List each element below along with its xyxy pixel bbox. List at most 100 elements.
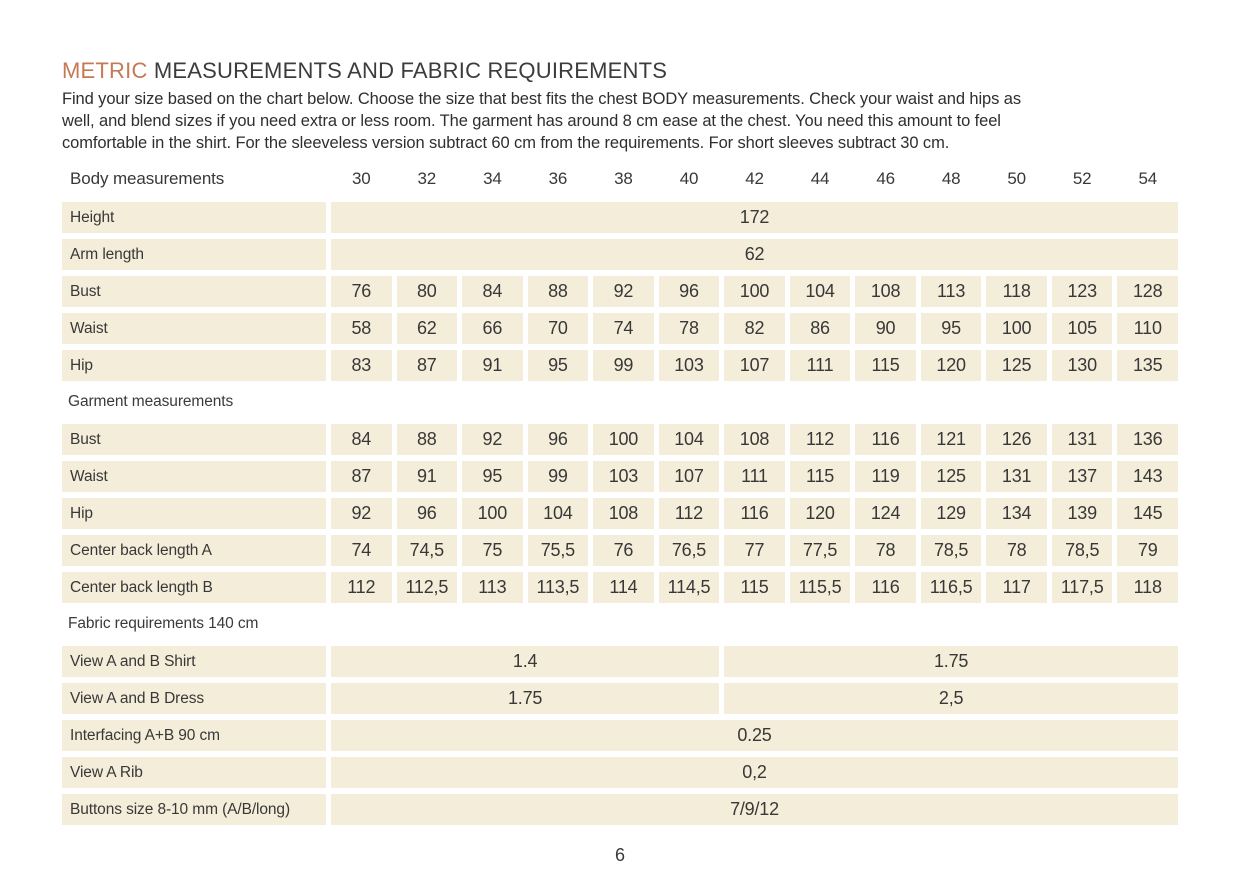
value-cell: 90	[855, 313, 916, 344]
value-cell: 100	[462, 498, 523, 529]
value-cell: 143	[1117, 461, 1178, 492]
value-cell: 125	[920, 461, 982, 492]
value-cell: 77	[724, 535, 785, 566]
size-header-cell: 44	[810, 169, 830, 188]
value-cell: 92	[462, 424, 523, 455]
size-header-cell: 34	[483, 169, 502, 188]
merged-value-cell: 62	[331, 239, 1178, 270]
table-row: View A and B Shirt 1.4 1.75	[62, 646, 1178, 677]
value-cell: 116	[724, 498, 785, 529]
table-row: Hip 92 96 100 104 108 112 116 120 124 129 134 139 145	[62, 498, 1178, 529]
value-cell: 91	[396, 461, 458, 492]
table-row: Hip 83 87 91 95 99 103 107 111 115 120 125 130 135	[62, 350, 1178, 381]
split-value-cell-right: 2,5	[724, 683, 1178, 714]
table-row: Bust 84 88 92 96 100 104 108 112 116 121 126 131 136	[62, 424, 1178, 455]
value-cell: 80	[396, 276, 458, 307]
intro-line: comfortable in the shirt. For the sleeve…	[62, 134, 950, 152]
table-header-row: Body measurements 30 32 34 36 38 40 42 44 46 48 50…	[62, 164, 1178, 194]
value-cell: 92	[331, 498, 392, 529]
value-cell: 76	[331, 276, 392, 307]
table-row: Interfacing A+B 90 cm 0.25	[62, 720, 1178, 751]
size-header-cell: 42	[745, 169, 764, 188]
row-label-cell: Buttons size 8-10 mm (A/B/long)	[62, 794, 326, 825]
value-cell: 79	[1117, 535, 1178, 566]
size-header-cell: 46	[876, 169, 895, 188]
value-cell: 118	[986, 276, 1047, 307]
value-cell: 129	[920, 498, 982, 529]
table-row: View A Rib 0,2	[62, 757, 1178, 788]
size-header-cell: 40	[679, 169, 699, 188]
value-cell: 115	[724, 572, 785, 603]
value-cell: 87	[396, 350, 458, 381]
value-cell: 78,5	[1051, 535, 1113, 566]
value-cell: 116,5	[920, 572, 982, 603]
value-cell: 95	[527, 350, 589, 381]
value-cell: 84	[462, 276, 523, 307]
merged-value-cell: 0.25	[331, 720, 1178, 751]
value-cell: 86	[789, 313, 851, 344]
value-cell: 78,5	[920, 535, 982, 566]
table-row: View A and B Dress 1.75 2,5	[62, 683, 1178, 714]
value-cell: 95	[462, 461, 523, 492]
row-label-cell: Center back length B	[62, 572, 326, 603]
value-cell: 111	[724, 461, 785, 492]
value-cell: 136	[1117, 424, 1178, 455]
merged-value-cell: 0,2	[331, 757, 1178, 788]
value-cell: 115	[789, 461, 851, 492]
value-cell: 82	[724, 313, 785, 344]
value-cell: 134	[986, 498, 1047, 529]
value-cell: 77,5	[789, 535, 851, 566]
table-row: Waist 58 62 66 70 74 78 82 86 90 95 100 105 110	[62, 313, 1178, 344]
row-label-cell: Waist	[62, 313, 326, 344]
value-cell: 108	[593, 498, 654, 529]
row-label-cell: Waist	[62, 461, 326, 492]
value-cell: 113,5	[527, 572, 589, 603]
value-cell: 104	[789, 276, 851, 307]
value-cell: 99	[527, 461, 589, 492]
value-cell: 135	[1117, 350, 1178, 381]
value-cell: 74,5	[396, 535, 458, 566]
value-cell: 107	[658, 461, 720, 492]
measurements-table: Body measurements 30 32 34 36 38 40 42 44 46 48 50…	[62, 164, 1178, 831]
size-header-cell: 52	[1072, 169, 1092, 188]
value-cell: 108	[724, 424, 785, 455]
value-cell: 91	[462, 350, 523, 381]
table-row: Arm length 62	[62, 239, 1178, 270]
size-header-cell: 54	[1138, 169, 1157, 188]
value-cell: 96	[396, 498, 458, 529]
value-cell: 120	[789, 498, 851, 529]
value-cell: 100	[593, 424, 654, 455]
value-cell: 112	[658, 498, 720, 529]
value-cell: 100	[724, 276, 785, 307]
value-cell: 112	[331, 572, 392, 603]
split-value-cell-left: 1.4	[331, 646, 720, 677]
value-cell: 130	[1051, 350, 1113, 381]
table-row: Waist 87 91 95 99 103 107 111 115 119 125 131 137 143	[62, 461, 1178, 492]
value-cell: 137	[1051, 461, 1113, 492]
value-cell: 114,5	[658, 572, 720, 603]
size-header-cell: 48	[941, 169, 961, 188]
value-cell: 113	[462, 572, 523, 603]
merged-value-cell: 172	[331, 202, 1178, 233]
value-cell: 78	[658, 313, 720, 344]
value-cell: 124	[855, 498, 916, 529]
intro-line: well, and blend sizes if you need extra …	[62, 112, 1001, 130]
value-cell: 75	[462, 535, 523, 566]
header-label: Body measurements	[70, 169, 225, 188]
value-cell: 125	[986, 350, 1047, 381]
size-header-cell: 38	[614, 169, 633, 188]
table-row: Bust 76 80 84 88 92 96 100 104 108 113 118 123 128	[62, 276, 1178, 307]
table-row: Center back length B 112 112,5 113 113,5 114 1…	[62, 572, 1178, 603]
value-cell: 87	[331, 461, 392, 492]
value-cell: 96	[527, 424, 589, 455]
row-label-cell: Interfacing A+B 90 cm	[62, 720, 326, 751]
value-cell: 78	[986, 535, 1047, 566]
value-cell: 103	[658, 350, 720, 381]
value-cell: 76	[593, 535, 654, 566]
value-cell: 112	[789, 424, 851, 455]
section-label: Garment measurements	[68, 393, 234, 410]
value-cell: 84	[331, 424, 392, 455]
value-cell: 58	[331, 313, 392, 344]
value-cell: 88	[527, 276, 589, 307]
